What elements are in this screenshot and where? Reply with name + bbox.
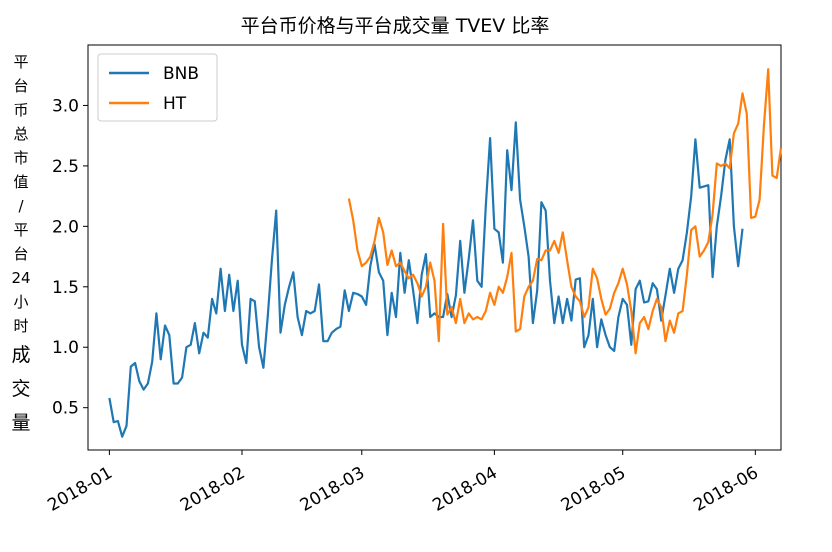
y-axis-label-char: 市 [13,149,29,167]
y-tick-label: 1.5 [52,278,79,298]
legend: BNB HT [97,53,218,122]
series-line-bnb [108,121,744,438]
y-axis-label-char: 交 [11,378,31,400]
y-axis-label-char: 小 [13,293,29,311]
y-axis-label-char: 台 [13,245,29,263]
y-axis-label-char: 24 [11,269,31,287]
y-axis-label-char: 台 [13,77,29,95]
x-tick-label: 2018-06 [690,463,762,516]
chart-title: 平台币价格与平台成交量 TVEV 比率 [240,15,550,37]
x-tick-label: 2018-05 [558,463,630,516]
x-tick-label: 2018-02 [177,463,249,516]
y-axis-label: 平台币总市值 / 平台 24 小时成交量 [6,50,36,440]
y-axis: 0.5 1.0 1.5 2.0 2.5 3.0 [52,96,88,419]
y-axis-label-char: 总 [13,125,29,143]
x-tick-label: 2018-01 [44,463,116,516]
y-tick-label: 2.0 [52,217,79,237]
y-axis-label-char: 成 [11,344,31,366]
x-tick-label: 2018-04 [429,463,501,516]
y-tick-label: 3.0 [52,96,79,116]
y-tick-label: 1.0 [52,338,79,358]
y-tick-label: 0.5 [52,399,79,419]
legend-label-ht: HT [163,94,187,114]
y-axis-label-char: 平 [13,53,29,71]
legend-label-bnb: BNB [163,64,199,84]
y-tick-label: 2.5 [52,157,79,177]
y-axis-label-char: 值 [13,173,29,191]
plot-area-frame [87,44,782,451]
y-axis-label-char: 量 [11,412,31,434]
y-axis-label-char: 币 [13,101,29,119]
y-axis-label-char: 平 [13,221,29,239]
series-layer [108,68,783,438]
y-axis-label-char: 时 [13,317,29,335]
series-line-ht [347,68,783,355]
x-axis: 2018-01 2018-02 2018-03 2018-04 2018-05 2018-… [44,450,762,516]
x-tick-label: 2018-03 [297,463,369,516]
legend-box [97,53,218,122]
y-axis-label-char: / [18,197,24,215]
